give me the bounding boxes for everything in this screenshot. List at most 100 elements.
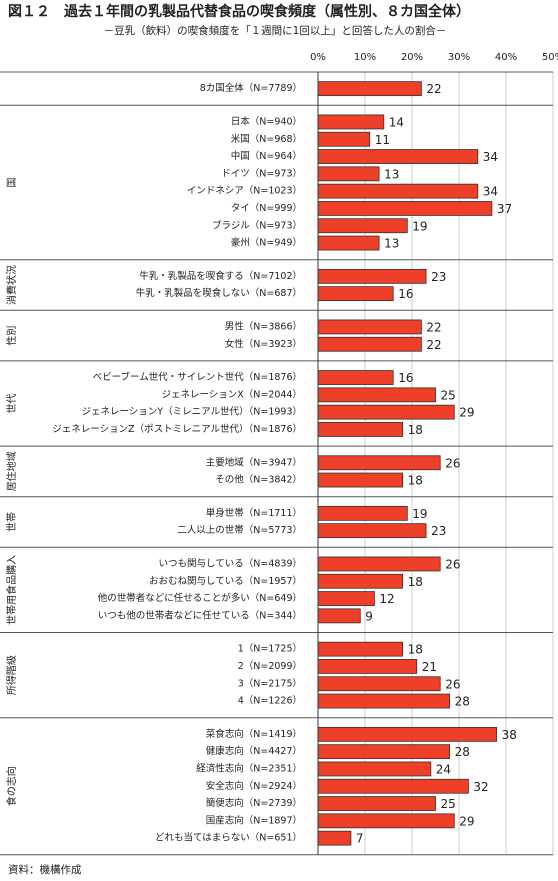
y-tick-label: 二人以上の世帯（N=5773） bbox=[177, 524, 302, 536]
bar bbox=[317, 149, 479, 164]
y-tick-label: 菜食志向（N=1419） bbox=[206, 728, 302, 740]
bar bbox=[317, 573, 403, 589]
value-label: 23 bbox=[431, 524, 446, 538]
y-tick-label: 3（N=2175） bbox=[238, 677, 302, 689]
value-label: 38 bbox=[502, 728, 517, 742]
value-label: 18 bbox=[408, 474, 423, 488]
value-label: 26 bbox=[445, 557, 460, 571]
value-label: 11 bbox=[375, 133, 390, 147]
group-label: 世代 bbox=[6, 394, 18, 414]
y-tick-label: 他の世帯者などに任せることが多い（N=649） bbox=[98, 592, 302, 604]
value-label: 34 bbox=[483, 185, 498, 199]
value-label: 12 bbox=[379, 592, 394, 606]
value-label: 28 bbox=[455, 745, 470, 759]
value-label: 19 bbox=[412, 507, 427, 521]
y-tick-label: ベビーブーム世代・サイレント世代（N=1876） bbox=[93, 371, 302, 383]
y-tick-label: 8カ国全体（N=7789） bbox=[200, 82, 302, 94]
bar bbox=[317, 404, 455, 420]
y-tick-label: ジェネレーションX（N=2044） bbox=[161, 388, 302, 400]
bar bbox=[317, 693, 451, 709]
value-label: 25 bbox=[441, 388, 456, 402]
value-label: 34 bbox=[483, 150, 498, 164]
y-tick-label: 2（N=2099） bbox=[238, 660, 302, 672]
value-label: 28 bbox=[455, 695, 470, 709]
y-tick-label: いつも関与している（N=4839） bbox=[159, 557, 302, 569]
bar bbox=[317, 422, 403, 437]
y-tick-label: タイ（N=999） bbox=[231, 202, 302, 214]
bar bbox=[317, 796, 436, 811]
y-tick-label: 安全志向（N=2924） bbox=[206, 780, 302, 792]
bar bbox=[317, 235, 380, 251]
y-tick-label: 簡便志向（N=2739） bbox=[206, 797, 302, 809]
group-label: 所得階級 bbox=[5, 655, 18, 695]
value-label: 23 bbox=[431, 270, 446, 284]
bar bbox=[317, 336, 422, 352]
value-label: 25 bbox=[441, 797, 456, 811]
group-label: 世帯用食品購入 bbox=[5, 555, 18, 625]
y-tick-label: 日本（N=940） bbox=[231, 115, 302, 127]
value-label: 13 bbox=[384, 237, 399, 251]
value-label: 26 bbox=[445, 677, 460, 691]
x-tick-label: 30% bbox=[448, 52, 470, 63]
group-label: 消費状況 bbox=[5, 265, 18, 305]
bar bbox=[317, 744, 451, 760]
value-label: 22 bbox=[426, 338, 441, 352]
value-label: 13 bbox=[384, 167, 399, 181]
y-tick-label: ドイツ（N=973） bbox=[221, 167, 302, 179]
value-label: 16 bbox=[398, 371, 413, 385]
y-tick-label: いつも他の世帯者などに任せている（N=344） bbox=[98, 609, 302, 621]
x-tick-label: 50% bbox=[542, 52, 558, 63]
y-tick-label: 米国（N=968） bbox=[231, 133, 302, 145]
y-tick-label: ジェネレーションZ（ポストミレニアル世代）（N=1876） bbox=[52, 423, 302, 435]
bar bbox=[317, 830, 352, 846]
y-tick-label: ジェネレーションY（ミレニアル世代）（N=1993） bbox=[81, 406, 302, 418]
value-label: 37 bbox=[497, 202, 512, 216]
group-label: 居住地域 bbox=[5, 451, 18, 491]
value-label: 21 bbox=[422, 660, 437, 674]
value-label: 19 bbox=[412, 219, 427, 233]
y-tick-label: 国産志向（N=1897） bbox=[206, 814, 302, 826]
bar bbox=[317, 319, 422, 335]
bar bbox=[317, 726, 498, 742]
y-tick-label: ブラジル（N=973） bbox=[212, 219, 302, 231]
y-tick-label: 単身世帯（N=1711） bbox=[206, 507, 302, 519]
bar bbox=[317, 472, 403, 488]
bar bbox=[317, 591, 375, 606]
y-tick-label: 牛乳・乳製品を喫食する（N=7102） bbox=[139, 270, 302, 282]
bar bbox=[317, 201, 493, 216]
bar bbox=[317, 268, 427, 284]
bar bbox=[317, 505, 408, 521]
bar bbox=[317, 387, 436, 403]
y-tick-label: 4（N=1226） bbox=[238, 695, 302, 707]
y-tick-label: インドネシア（N=1023） bbox=[187, 185, 302, 197]
bar bbox=[317, 813, 455, 829]
bar bbox=[317, 761, 432, 777]
y-tick-label: 主要地域（N=3947） bbox=[206, 456, 302, 468]
y-tick-label: 1（N=1725） bbox=[238, 643, 302, 655]
value-label: 29 bbox=[459, 406, 474, 420]
bar bbox=[317, 659, 418, 674]
source: 資料：機構作成 bbox=[8, 863, 82, 876]
bar bbox=[317, 641, 403, 657]
bar bbox=[317, 523, 427, 539]
group-label: 食の志向 bbox=[5, 766, 18, 806]
value-label: 18 bbox=[408, 643, 423, 657]
value-label: 18 bbox=[408, 423, 423, 437]
value-label: 14 bbox=[389, 115, 404, 129]
bar bbox=[317, 81, 422, 97]
value-label: 22 bbox=[426, 320, 441, 334]
chart-subtitle: －豆乳（飲料）の喫食頻度を「１週間に1回以上」と回答した人の割合－ bbox=[104, 24, 447, 37]
bar bbox=[317, 114, 385, 130]
value-label: 24 bbox=[436, 762, 451, 776]
chart-title: 図１２ 過去１年間の乳製品代替食品の喫食頻度（属性別、８カ国全体） bbox=[8, 3, 470, 20]
bar bbox=[317, 131, 371, 147]
bar bbox=[317, 455, 441, 471]
value-label: 32 bbox=[473, 780, 488, 794]
x-tick-label: 0% bbox=[310, 52, 326, 63]
value-label: 26 bbox=[445, 456, 460, 470]
bar bbox=[317, 556, 441, 572]
bar bbox=[317, 183, 479, 199]
y-tick-label: 女性（N=3923） bbox=[225, 338, 302, 350]
y-tick-label: 健康志向（N=4427） bbox=[206, 745, 302, 757]
bar bbox=[317, 286, 394, 302]
